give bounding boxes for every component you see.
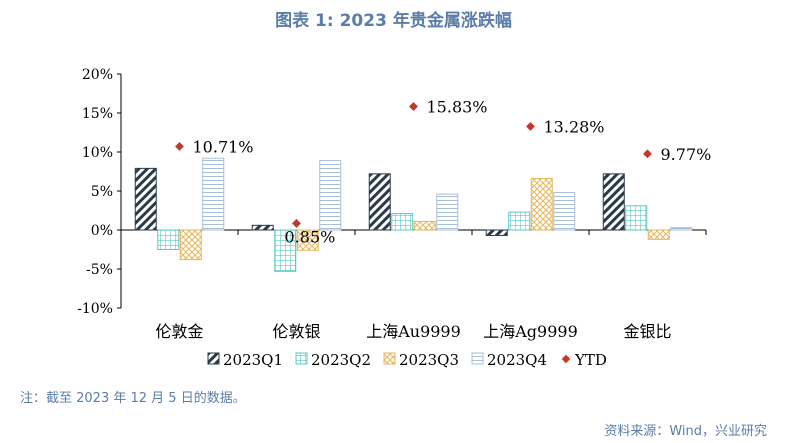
bar-2023q1-3 — [485, 229, 508, 236]
bar-2023q3-3 — [530, 178, 553, 231]
source-credit: 资料来源：Wind，兴业研究 — [604, 424, 767, 439]
bar-2023q1-2 — [368, 173, 391, 231]
ytd-point-3 — [523, 119, 538, 133]
bar-2023q3-2 — [413, 220, 436, 231]
legend-item-2023q1: 2023Q1 — [207, 351, 283, 369]
ytd-data-label: 10.71% — [193, 137, 254, 156]
ytd-point-1 — [289, 216, 304, 230]
legend-item-2023q2: 2023Q2 — [295, 351, 371, 369]
bar-2023q2-3 — [508, 211, 531, 231]
bar-2023q4-0 — [202, 157, 225, 231]
legend-label: 2023Q2 — [311, 351, 371, 369]
bar-2023q3-1 — [296, 229, 319, 251]
legend-swatch — [207, 352, 220, 365]
legend-swatch — [560, 353, 572, 365]
legend-swatch — [383, 352, 396, 365]
y-tick-label: 10% — [82, 145, 113, 161]
x-category-label: 伦敦银 — [272, 322, 320, 341]
y-tick-label: -5% — [86, 262, 113, 278]
bar-2023q4-4 — [670, 227, 693, 231]
bar-2023q2-0 — [157, 229, 180, 250]
ytd-data-label: 13.28% — [544, 117, 605, 136]
x-category-label: 伦敦金 — [155, 322, 203, 341]
legend-item-ytd: YTD — [560, 351, 607, 369]
legend-item-2023q4: 2023Q4 — [471, 351, 547, 369]
legend-swatch — [471, 352, 484, 365]
legend-label: YTD — [574, 351, 607, 369]
ytd-point-0 — [172, 139, 187, 154]
ytd-point-2 — [406, 99, 421, 114]
bar-2023q3-0 — [179, 229, 202, 261]
bar-2023q1-0 — [134, 167, 157, 231]
bar-2023q1-4 — [602, 173, 625, 231]
legend-label: 2023Q3 — [399, 351, 459, 369]
x-category-label: 金银比 — [623, 322, 671, 341]
legend-item-2023q3: 2023Q3 — [383, 351, 459, 369]
y-tick-label: -10% — [77, 301, 113, 317]
ytd-point-4 — [640, 147, 655, 161]
ytd-data-label: 9.77% — [661, 145, 712, 164]
y-tick-label: 5% — [91, 184, 113, 200]
legend-label: 2023Q4 — [487, 351, 547, 369]
y-tick-label: 0% — [91, 223, 113, 239]
bar-2023q4-3 — [553, 192, 576, 231]
footnote: 注：截至 2023 年 12 月 5 日的数据。 — [20, 391, 246, 406]
bar-2023q3-4 — [647, 229, 670, 240]
bar-2023q2-1 — [274, 229, 297, 272]
ytd-data-label: 15.83% — [427, 98, 488, 117]
x-category-label: 上海Au9999 — [366, 322, 461, 341]
bar-2023q2-4 — [625, 205, 648, 231]
bar-2023q1-1 — [251, 224, 274, 231]
y-tick-label: 20% — [82, 67, 113, 83]
bar-2023q4-1 — [319, 160, 342, 231]
bar-2023q2-2 — [391, 213, 414, 231]
legend-swatch — [295, 352, 308, 365]
ytd-data-label: 0.85% — [285, 227, 336, 246]
x-category-label: 上海Ag9999 — [483, 322, 578, 341]
chart-title: 图表 1: 2023 年贵金属涨跌幅 — [275, 11, 512, 31]
legend-label: 2023Q1 — [223, 351, 283, 369]
y-tick-label: 15% — [82, 106, 113, 122]
bar-2023q4-2 — [436, 193, 459, 231]
